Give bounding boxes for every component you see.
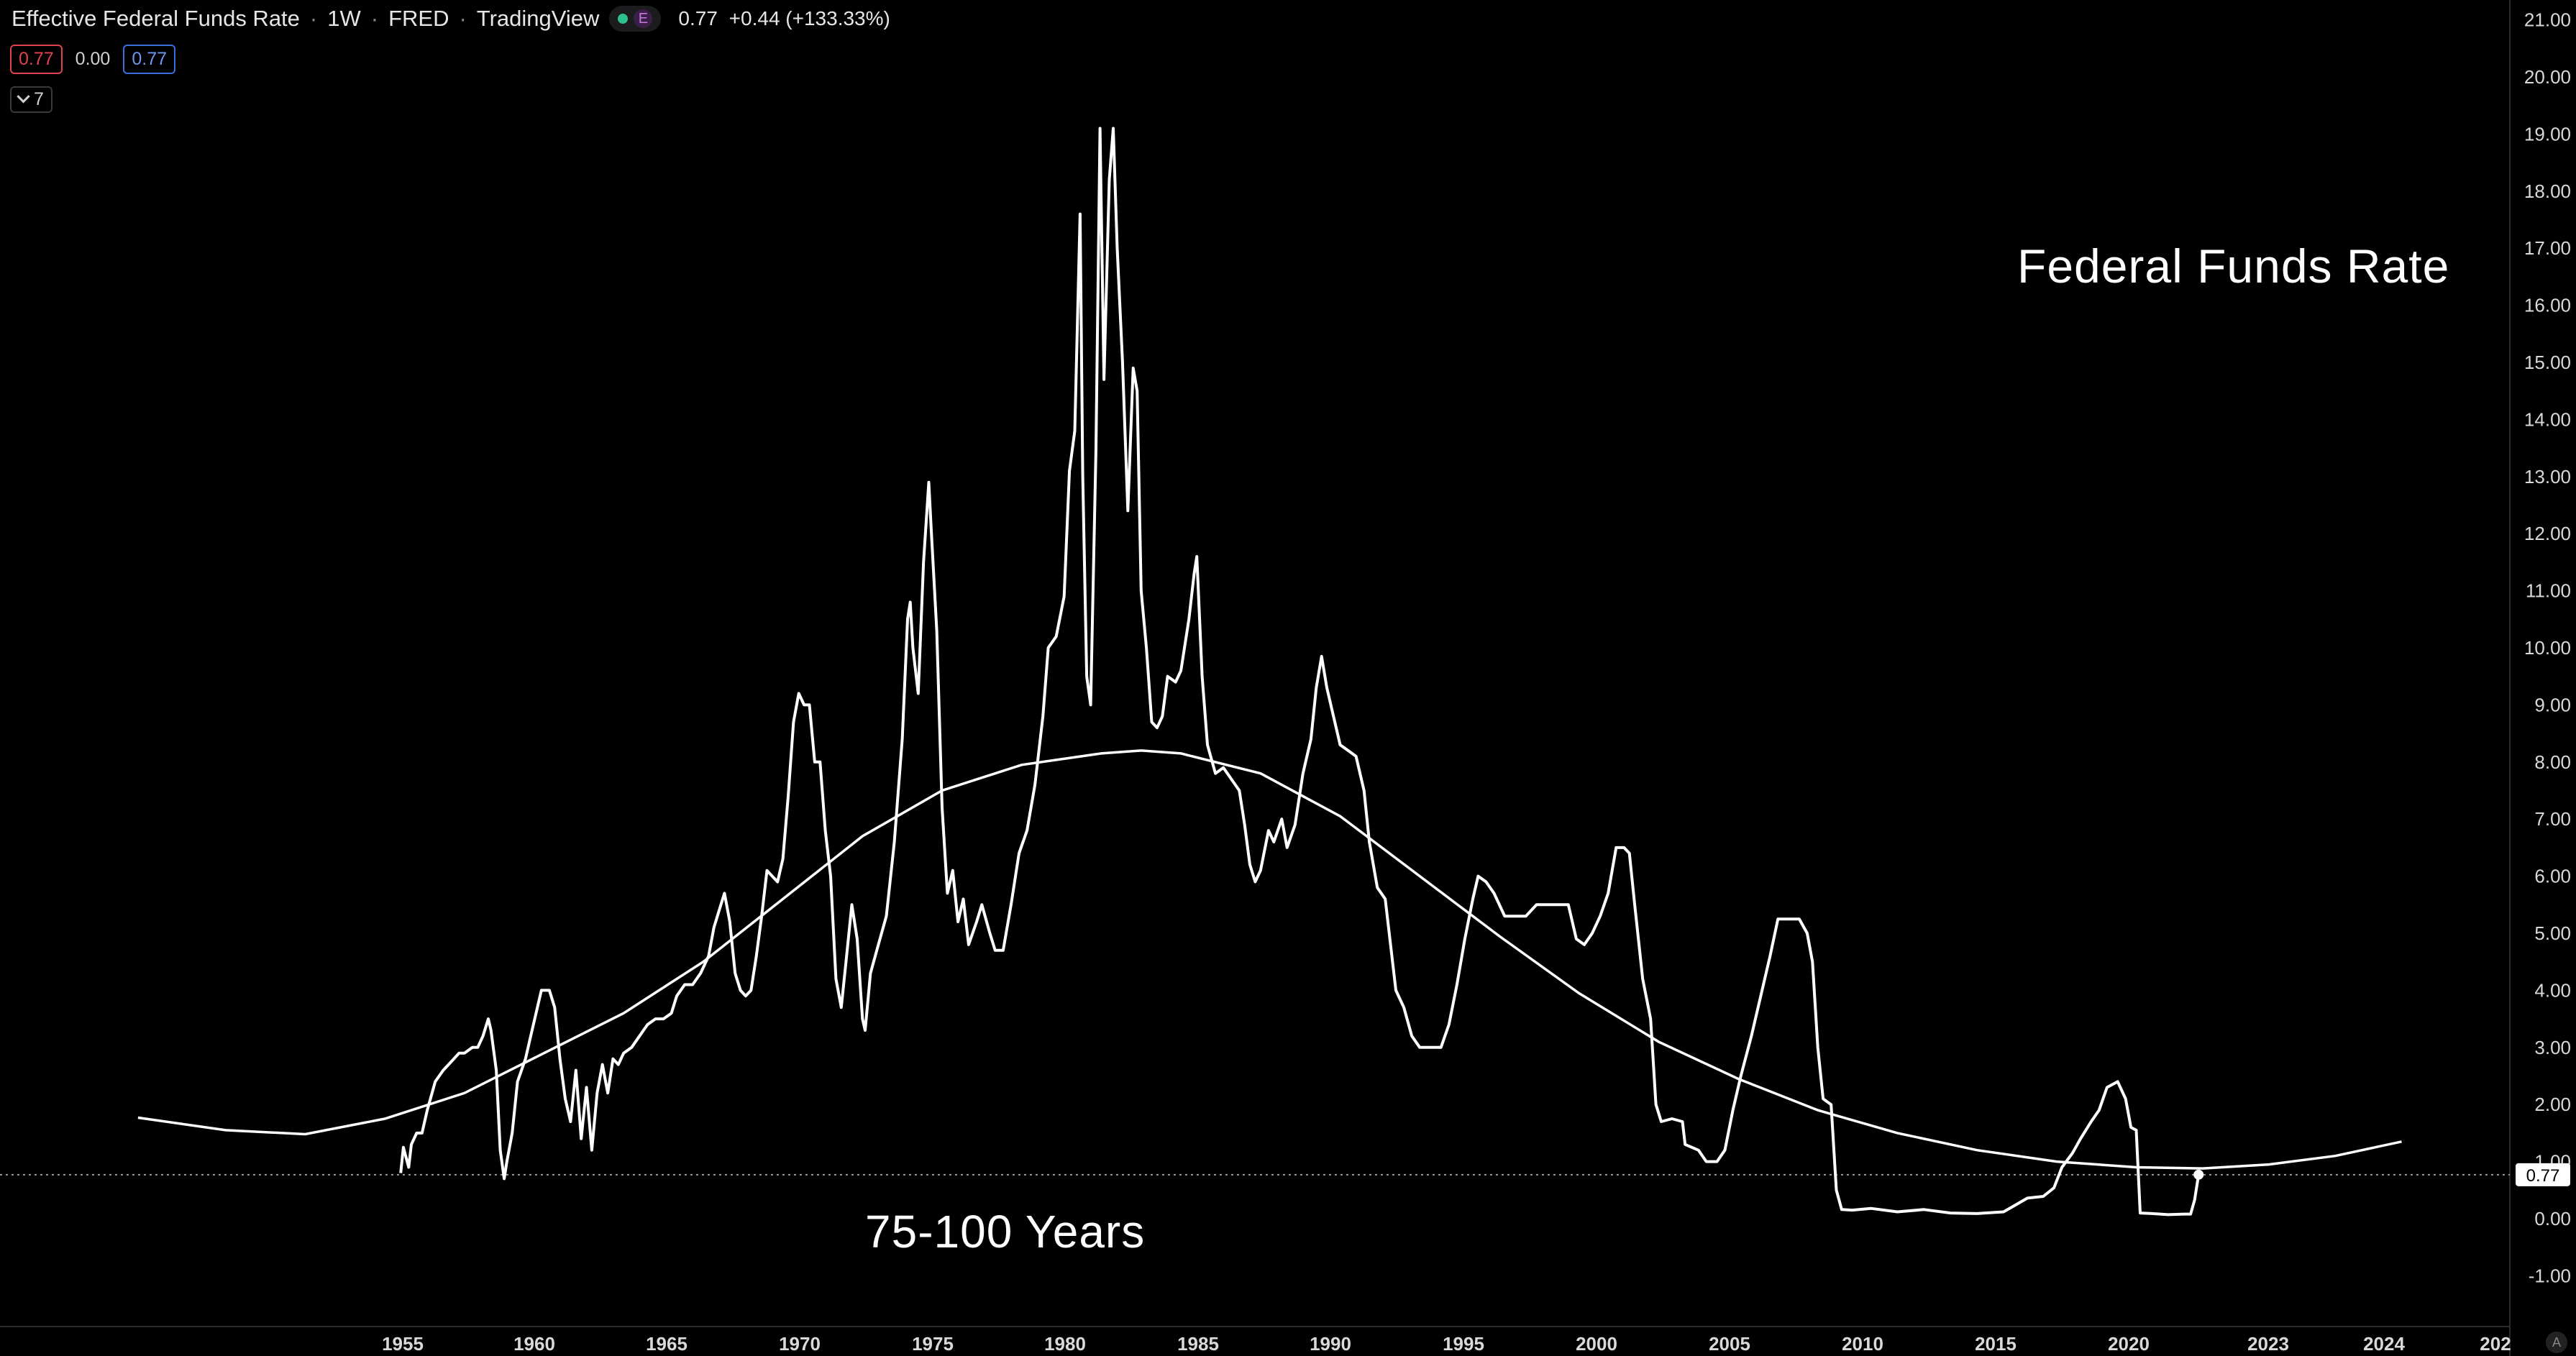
- quote-last: 0.77: [678, 7, 718, 29]
- price-tick-label: 0.00: [2534, 1208, 2571, 1229]
- annotation-cycle[interactable]: 75-100 Years: [865, 1206, 1146, 1257]
- price-tick-label: 13.00: [2524, 466, 2571, 487]
- source-label: FRED: [388, 6, 449, 31]
- time-tick-label: 1955: [382, 1333, 424, 1355]
- price-tick-label: 8.00: [2534, 751, 2571, 773]
- spread-value: 0.00: [75, 49, 111, 69]
- fed-funds-rate-line: [399, 127, 2201, 1217]
- separator-dot: ·: [459, 6, 467, 31]
- sell-button[interactable]: 0.77: [10, 45, 63, 74]
- time-tick-label: 2015: [1975, 1333, 2017, 1355]
- separator-dot: ·: [370, 6, 379, 31]
- price-tick-label: -1.00: [2529, 1265, 2571, 1286]
- chart-header: Effective Federal Funds Rate · 1W · FRED…: [12, 6, 890, 32]
- price-tick-label: 16.00: [2524, 295, 2571, 316]
- interval-label[interactable]: 1W: [327, 6, 361, 31]
- price-tick-label: 14.00: [2524, 408, 2571, 430]
- time-tick-label: 1960: [513, 1333, 555, 1355]
- time-tick-label: 1985: [1177, 1333, 1219, 1355]
- market-status-icon: [618, 14, 629, 24]
- last-value-dot: [2193, 1169, 2204, 1180]
- time-tick-label: 2020: [2108, 1333, 2150, 1355]
- price-tick-label: 2.00: [2534, 1094, 2571, 1115]
- provider-label: TradingView: [476, 6, 600, 31]
- time-tick-label: 2000: [1576, 1333, 1617, 1355]
- indicators-count: 7: [34, 89, 44, 109]
- price-tick-label: 21.00: [2524, 9, 2571, 31]
- trade-panel: 0.77 0.00 0.77: [10, 45, 176, 74]
- time-tick-label: 2024: [2363, 1333, 2405, 1355]
- time-tick-label: 2010: [1842, 1333, 1883, 1355]
- time-tick-label: 202: [2480, 1333, 2511, 1355]
- buy-button[interactable]: 0.77: [123, 45, 176, 74]
- earnings-badge-icon: E: [634, 9, 653, 28]
- last-price-box: [2516, 1163, 2570, 1186]
- price-tick-label: 19.00: [2524, 123, 2571, 145]
- time-tick-label: 1975: [912, 1333, 954, 1355]
- time-tick-label: 2023: [2247, 1333, 2289, 1355]
- price-tick-label: 18.00: [2524, 180, 2571, 202]
- symbol-title[interactable]: Effective Federal Funds Rate: [12, 6, 300, 31]
- price-tick-label: 10.00: [2524, 637, 2571, 659]
- annotation-title[interactable]: Federal Funds Rate: [2017, 239, 2450, 293]
- indicators-toggle-button[interactable]: 7: [10, 86, 52, 113]
- status-pill[interactable]: E: [609, 6, 662, 32]
- quote-readout: 0.77 +0.44 (+133.33%): [678, 7, 890, 30]
- auto-scale-icon[interactable]: A: [2546, 1332, 2567, 1353]
- time-tick-label: 2005: [1709, 1333, 1750, 1355]
- time-tick-label: 1995: [1443, 1333, 1484, 1355]
- last-price-label: 0.77: [2516, 1163, 2570, 1186]
- time-tick-label: 1970: [779, 1333, 821, 1355]
- price-tick-label: 4.00: [2534, 979, 2571, 1001]
- price-tick-label: 6.00: [2534, 866, 2571, 887]
- price-tick-label: 9.00: [2534, 694, 2571, 715]
- price-tick-label: 17.00: [2524, 237, 2571, 259]
- price-tick-label: 11.00: [2526, 580, 2571, 602]
- last-price-text: 0.77: [2526, 1166, 2560, 1186]
- time-axis[interactable]: 1955 1960 1965 1970 1975 1980 1985 1990 1995 2000…: [382, 1333, 2511, 1355]
- time-tick-label: 1990: [1310, 1333, 1351, 1355]
- time-tick-label: 1965: [646, 1333, 688, 1355]
- quote-change: +0.44 (+133.33%): [729, 7, 890, 29]
- price-tick-label: 15.00: [2524, 352, 2571, 373]
- cycle-curve: [137, 749, 2402, 1170]
- separator-dot: ·: [309, 6, 318, 31]
- time-tick-label: 1980: [1044, 1333, 1086, 1355]
- price-axis[interactable]: 21.00 20.00 19.00 18.00 17.00 16.00 15.00 14.00…: [2524, 9, 2571, 1287]
- price-tick-label: 5.00: [2534, 922, 2571, 944]
- price-tick-label: 12.00: [2524, 523, 2571, 544]
- price-tick-label: 20.00: [2524, 66, 2571, 88]
- chevron-down-icon: [17, 90, 30, 104]
- price-tick-label: 3.00: [2534, 1037, 2571, 1058]
- price-tick-label: 7.00: [2534, 808, 2571, 830]
